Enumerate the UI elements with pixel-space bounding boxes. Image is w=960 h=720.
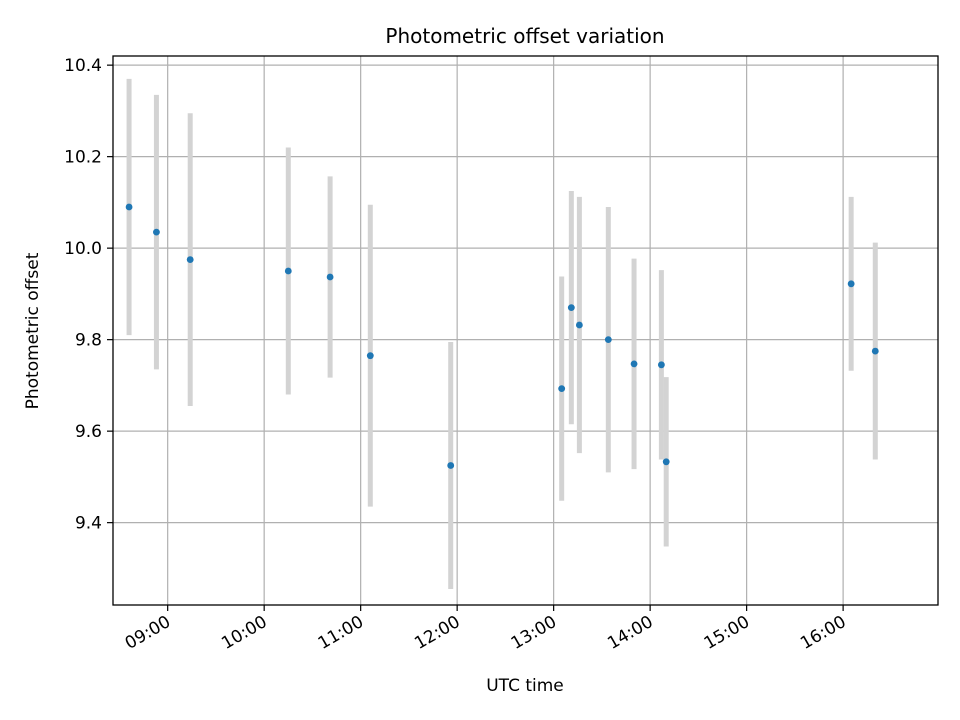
data-point — [575, 321, 583, 329]
data-point — [567, 304, 575, 312]
data-point — [284, 267, 292, 275]
grid — [113, 56, 938, 605]
data-point — [871, 347, 879, 355]
y-tick-label: 9.4 — [75, 514, 102, 534]
data-point — [558, 385, 566, 393]
y-tick-label: 9.6 — [75, 422, 102, 442]
data-point — [604, 336, 612, 344]
chart-title: Photometric offset variation — [385, 24, 664, 48]
y-tick-label: 10.0 — [64, 239, 102, 259]
data-point — [447, 462, 455, 469]
data-point — [657, 361, 665, 369]
data-point — [326, 273, 334, 281]
plot-frame — [112, 55, 939, 606]
data-point — [153, 228, 160, 236]
y-axis-ticks: 9.4 9.6 9.8 10.0 10.2 10.4 — [64, 56, 113, 534]
x-axis-label: UTC time — [486, 676, 564, 696]
y-tick-label: 10.2 — [64, 148, 102, 168]
y-tick-label: 10.4 — [64, 56, 102, 76]
data-point — [630, 360, 638, 368]
data-point — [662, 458, 670, 466]
data-point — [186, 256, 194, 263]
data-point — [366, 352, 374, 360]
y-axis-label: Photometric offset — [23, 252, 43, 409]
data-point — [125, 203, 133, 211]
data-points — [125, 203, 879, 469]
y-tick-label: 9.8 — [75, 331, 102, 351]
data-point — [847, 280, 855, 288]
